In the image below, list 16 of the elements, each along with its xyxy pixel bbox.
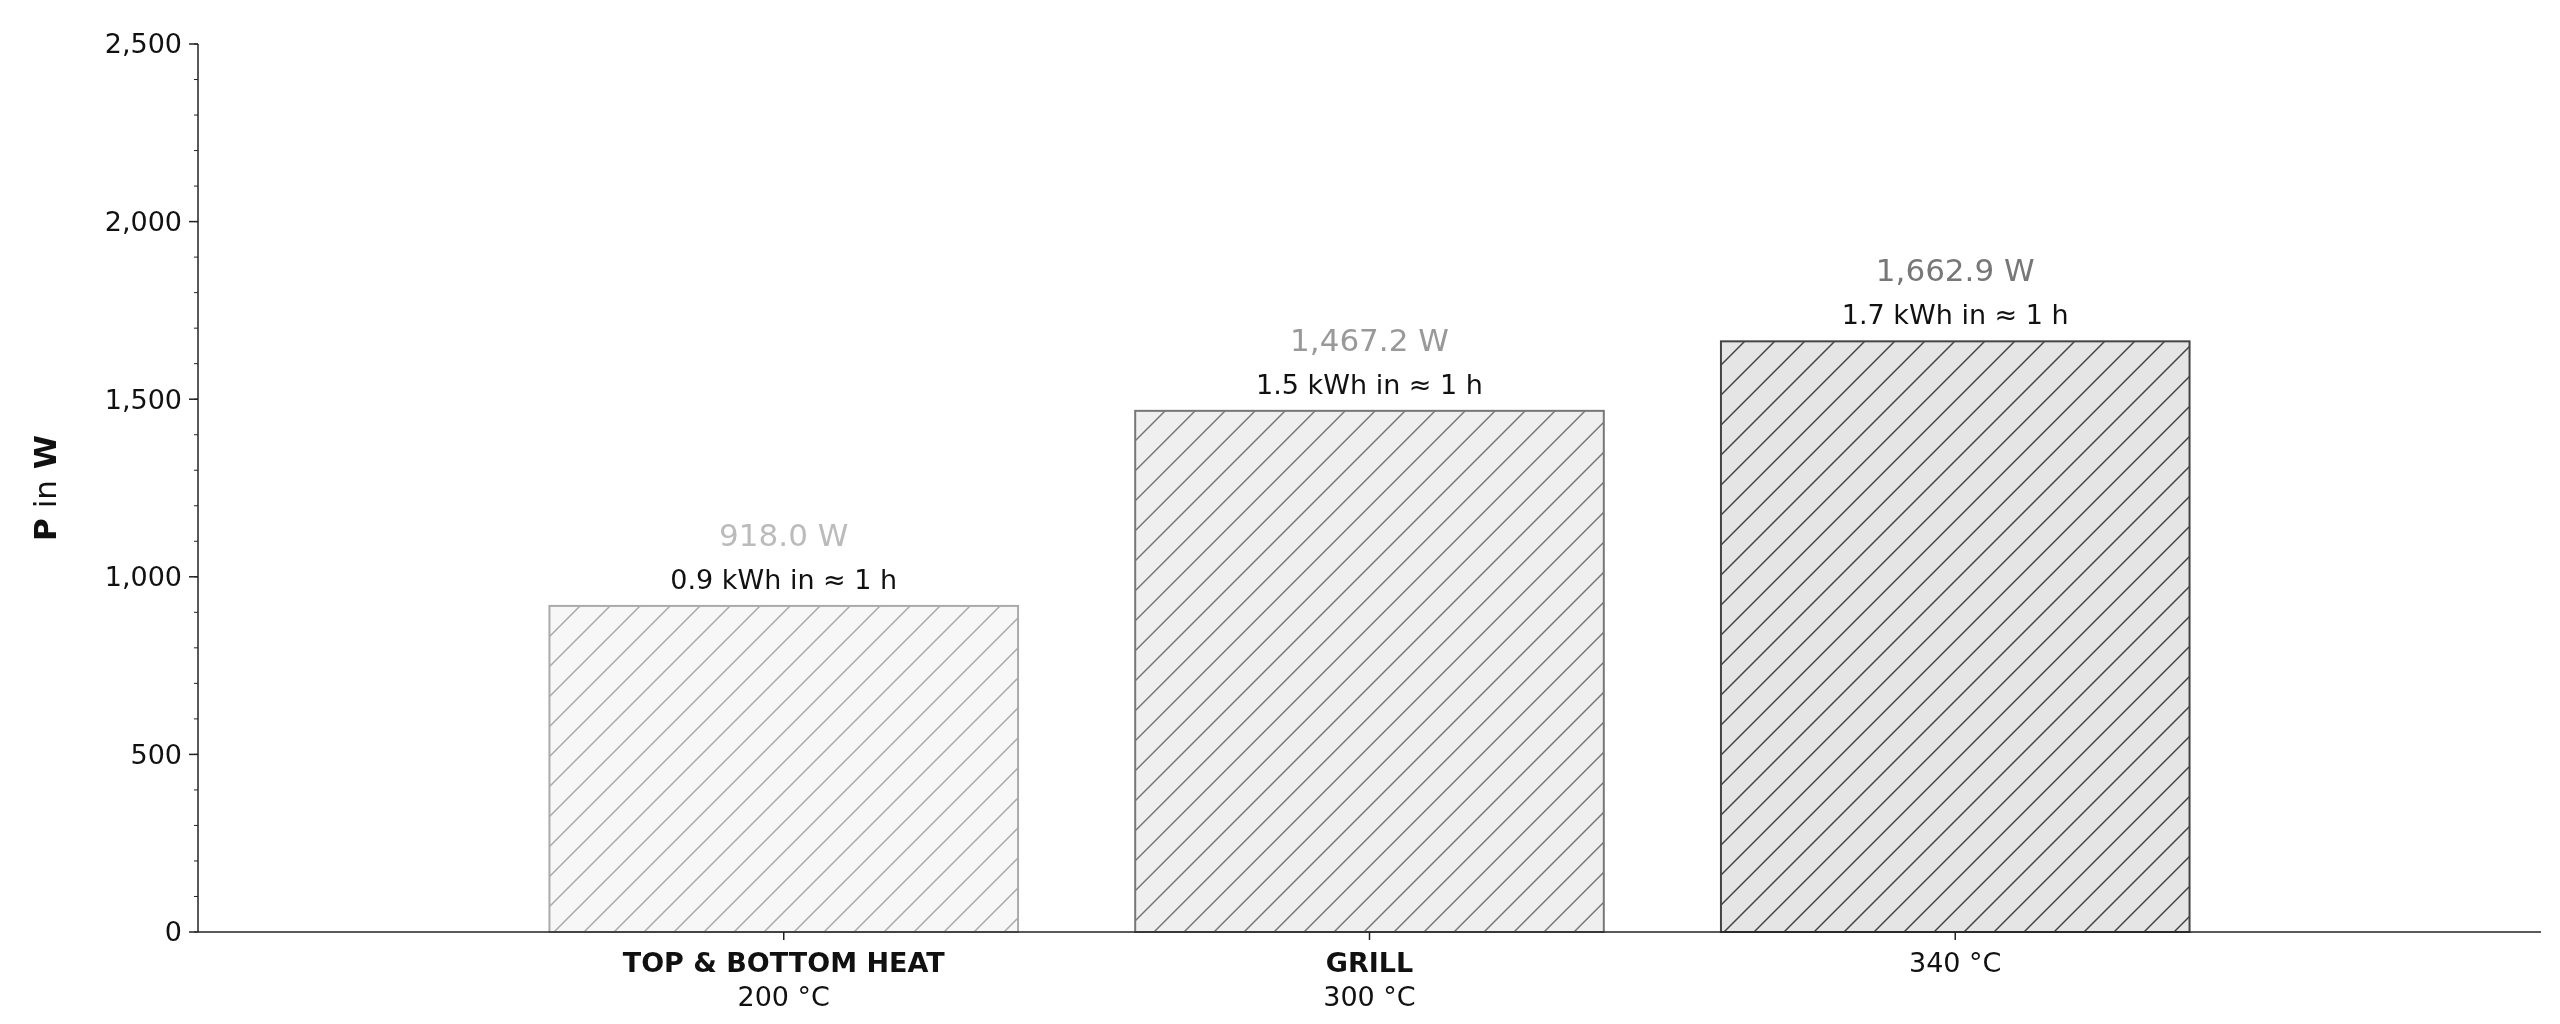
y-tick-label: 0	[164, 916, 182, 948]
y-tick-label: 2,000	[104, 206, 182, 238]
y-tick-label: 2,500	[104, 28, 182, 60]
x-tick-label: GRILL 300 °C	[1323, 947, 1416, 1012]
data-label: 918.0 W	[719, 516, 849, 553]
data-label: 1,662.9 W	[1875, 252, 2035, 289]
annotation: 1.5 kWh in ≈ 1 h	[1256, 368, 1483, 400]
y-axis-title: P in W	[27, 435, 63, 541]
y-tick-label: 1,000	[104, 561, 182, 593]
y-tick-label: 500	[130, 738, 182, 770]
data-label: 1,467.2 W	[1290, 321, 1449, 358]
y-tick-label: 1,500	[104, 383, 182, 415]
annotation: 0.9 kWh in ≈ 1 h	[670, 563, 898, 595]
x-tick-label: TOP & BOTTOM HEAT 200 °C	[622, 947, 946, 1012]
annotation: 1.7 kWh in ≈ 1 h	[1841, 299, 2069, 331]
x-tick-label: 340 °C	[1909, 947, 2002, 978]
